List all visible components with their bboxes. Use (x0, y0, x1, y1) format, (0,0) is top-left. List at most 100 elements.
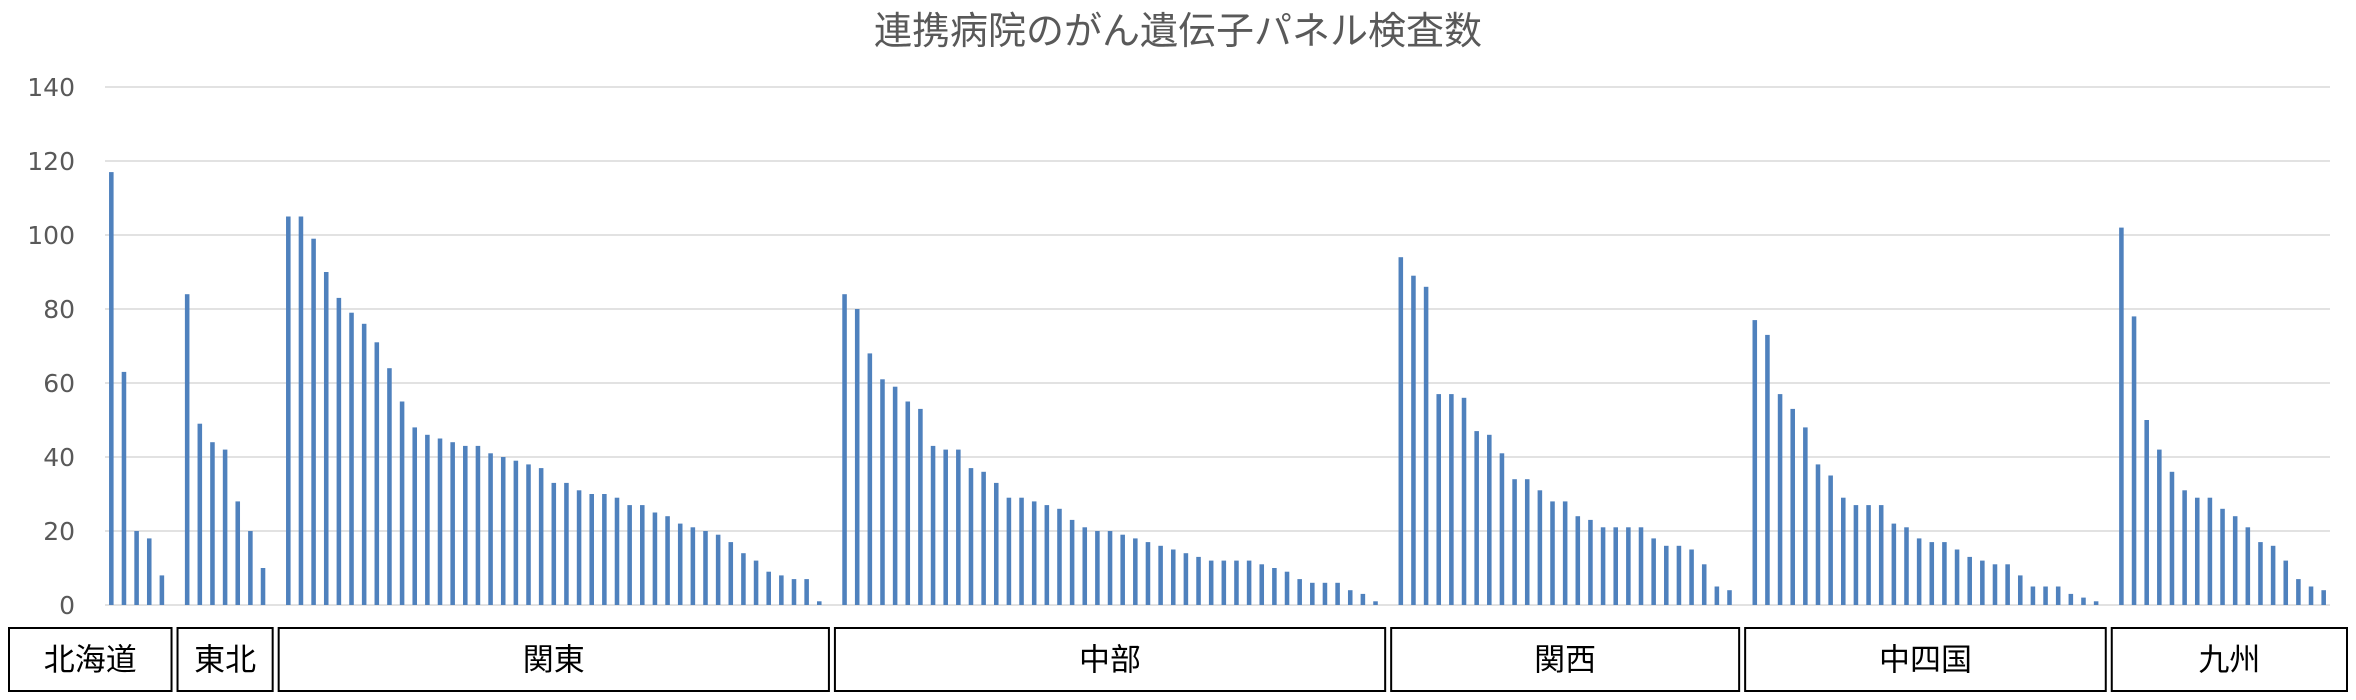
region-box-border (277, 627, 830, 692)
bar (791, 579, 797, 605)
bar (2017, 575, 2023, 605)
bar (968, 468, 974, 605)
bar (1436, 394, 1442, 605)
bar (2258, 542, 2263, 605)
bar (1727, 590, 1732, 605)
bar (614, 497, 620, 605)
bar (526, 464, 531, 605)
bar (2296, 579, 2301, 605)
bar (981, 471, 986, 605)
bar (298, 216, 304, 605)
bar (1942, 542, 1947, 605)
bar (1664, 545, 1669, 605)
bar (349, 312, 354, 605)
bar (892, 386, 898, 605)
bar (564, 482, 569, 605)
region-label: 北海道 (44, 643, 137, 679)
bar (109, 172, 114, 605)
bar (248, 531, 253, 605)
bar (2220, 508, 2225, 605)
bar (2081, 597, 2086, 605)
bar (2194, 497, 2200, 605)
bar (956, 449, 961, 605)
bar (1967, 556, 1972, 605)
bar (1853, 505, 1859, 605)
bar (1107, 531, 1113, 605)
region-label-box: 中四国 (1744, 627, 2107, 692)
bar (1310, 582, 1315, 605)
region-box-border (8, 627, 173, 692)
bar (766, 571, 771, 605)
bar (500, 457, 506, 605)
bar (336, 297, 342, 605)
bar (1196, 556, 1201, 605)
bar (488, 453, 493, 605)
bar (1815, 464, 1821, 605)
bar (551, 482, 557, 605)
bar (1423, 286, 1429, 605)
region-label: 東北 (194, 643, 256, 679)
bar (2283, 560, 2289, 605)
bar (779, 575, 784, 605)
bar (1398, 257, 1404, 605)
bar (1638, 527, 1644, 605)
bar (1626, 527, 1631, 605)
bar (1499, 453, 1505, 605)
bar (1031, 501, 1037, 605)
bar (715, 534, 721, 605)
bar (1133, 538, 1138, 605)
bar (589, 494, 594, 605)
bar (2068, 593, 2074, 605)
bar (576, 490, 582, 605)
bar (804, 579, 809, 605)
bar (1537, 490, 1543, 605)
bar (1904, 527, 1909, 605)
bar (652, 512, 658, 605)
bar (1992, 564, 1998, 605)
y-tick-label: 120 (27, 147, 75, 176)
y-tick-label: 140 (27, 73, 75, 102)
bar (703, 531, 708, 605)
bar (513, 460, 519, 605)
bar (1651, 538, 1656, 605)
bar (854, 309, 860, 605)
bar (1512, 479, 1517, 605)
bar (627, 505, 632, 605)
bar (146, 538, 152, 605)
bar (1689, 549, 1694, 605)
region-box-border (1390, 627, 1741, 692)
bar (2055, 586, 2061, 605)
region-box-border (833, 627, 1387, 692)
bar (2182, 490, 2187, 605)
bar (1347, 590, 1353, 605)
bar (1613, 527, 1618, 605)
bar (121, 371, 127, 605)
bar (753, 560, 759, 605)
bar (1297, 579, 1302, 605)
bar (1360, 593, 1366, 605)
bar (918, 408, 923, 605)
bar (842, 294, 847, 605)
bar (323, 272, 329, 605)
bar (1006, 497, 1012, 605)
bar (1752, 320, 1758, 605)
bar (1095, 531, 1100, 605)
bar (1120, 534, 1125, 605)
bar (1790, 408, 1795, 605)
bar (2157, 449, 2162, 605)
bar (1474, 431, 1479, 605)
bar (1866, 505, 1871, 605)
bar (1954, 549, 1960, 605)
bar (425, 434, 430, 605)
bar (905, 401, 911, 605)
bar (1575, 516, 1581, 605)
bar (450, 442, 455, 605)
bar (1057, 508, 1062, 605)
bar (2093, 601, 2099, 605)
bar (1588, 519, 1593, 605)
bar (2005, 564, 2010, 605)
bar (399, 401, 405, 605)
bar (1550, 501, 1555, 605)
bar (412, 427, 418, 605)
bar (1891, 523, 1897, 605)
